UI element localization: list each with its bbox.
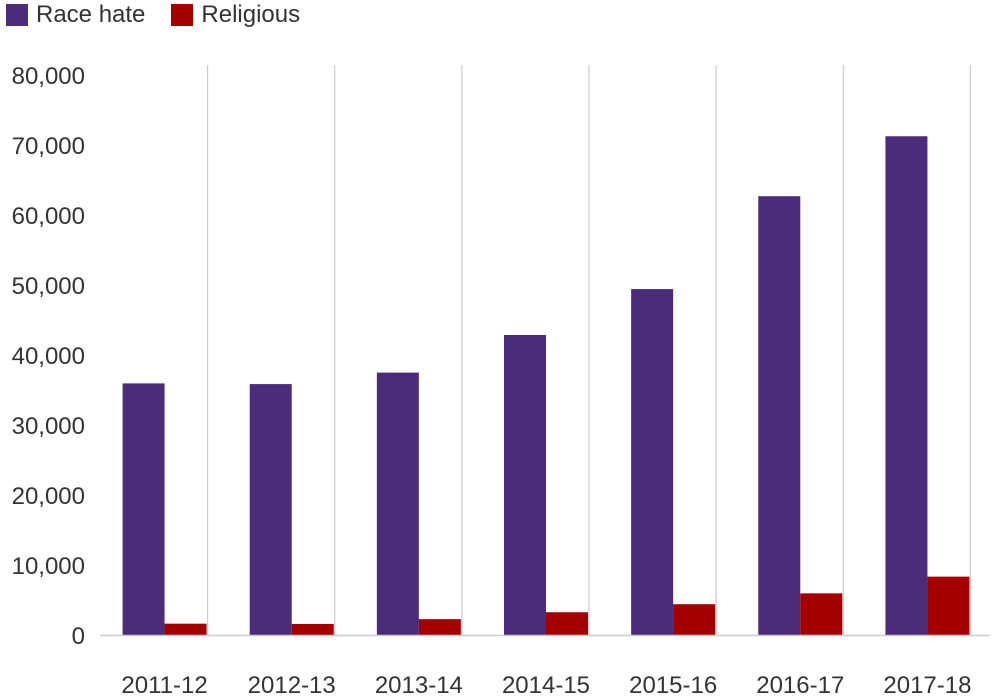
bar-race-hate-2016-17 bbox=[758, 196, 801, 635]
y-tick-label-1: 10,000 bbox=[12, 553, 85, 580]
y-tick-label-2: 20,000 bbox=[12, 483, 85, 510]
x-tick-label-2015-16: 2015-16 bbox=[629, 672, 717, 698]
bar-race-hate-2015-16 bbox=[631, 289, 674, 635]
bar-religious-2016-17 bbox=[800, 593, 843, 635]
bar-religious-2015-16 bbox=[673, 604, 716, 635]
y-tick-label-7: 70,000 bbox=[12, 133, 85, 160]
x-tick-label-2014-15: 2014-15 bbox=[502, 672, 590, 698]
bar-race-hate-2017-18 bbox=[885, 136, 928, 636]
legend-label-religious: Religious bbox=[201, 1, 301, 28]
bar-race-hate-2013-14 bbox=[376, 372, 419, 635]
legend-label-race-hate: Race hate bbox=[36, 1, 146, 28]
bar-religious-2014-15 bbox=[546, 612, 588, 635]
x-tick-label-2016-17: 2016-17 bbox=[756, 672, 844, 698]
y-tick-label-3: 30,000 bbox=[12, 413, 85, 440]
bar-race-hate-2011-12 bbox=[122, 383, 165, 635]
bar-religious-2013-14 bbox=[418, 619, 461, 635]
bar-religious-2012-13 bbox=[291, 623, 334, 635]
y-tick-label-4: 40,000 bbox=[12, 343, 85, 370]
x-tick-label-2012-13: 2012-13 bbox=[248, 672, 336, 698]
x-tick-label-2011-12: 2011-12 bbox=[121, 672, 207, 698]
y-tick-label-0: 0 bbox=[72, 623, 85, 650]
y-tick-label-6: 60,000 bbox=[12, 203, 85, 230]
bar-religious-2011-12 bbox=[164, 623, 207, 635]
x-tick-label-2017-18: 2017-18 bbox=[883, 672, 971, 698]
bar-race-hate-2014-15 bbox=[504, 334, 546, 635]
x-tick-label-2013-14: 2013-14 bbox=[375, 672, 463, 698]
legend-swatch-religious bbox=[171, 4, 194, 26]
y-tick-label-5: 50,000 bbox=[12, 273, 85, 300]
legend-item-religious: Religious bbox=[171, 1, 300, 29]
bar-religious-2017-18 bbox=[927, 576, 970, 635]
legend-item-race-hate: Race hate bbox=[6, 1, 145, 29]
legend-swatch-race-hate bbox=[6, 4, 28, 26]
bar-race-hate-2012-13 bbox=[249, 384, 292, 635]
y-tick-label-8: 80,000 bbox=[12, 63, 85, 90]
legend: Race hate Religious bbox=[6, 0, 326, 30]
